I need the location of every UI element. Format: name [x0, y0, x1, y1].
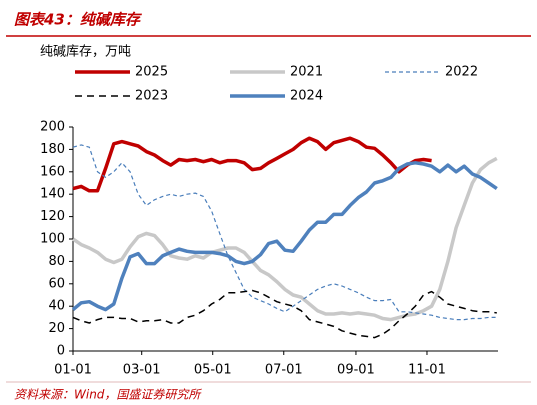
y-tick-label: 180 [40, 142, 65, 157]
y-tick-label: 200 [40, 120, 65, 135]
figure-title: 图表43：纯碱库存 [14, 11, 143, 29]
x-tick-label: 03-01 [123, 363, 161, 378]
series-line [72, 289, 497, 339]
x-tick-label: 09-01 [337, 363, 375, 378]
series-line [71, 161, 498, 312]
series-line [72, 144, 497, 321]
x-tick-label: 11-01 [408, 363, 446, 378]
y-tick-label: 20 [48, 321, 65, 336]
legend-label: 2025 [135, 65, 168, 80]
legend-label: 2022 [445, 65, 478, 80]
x-tick-label: 07-01 [265, 363, 303, 378]
y-tick-label: 80 [48, 254, 65, 269]
y-tick-label: 60 [48, 276, 65, 291]
y-tick-label: 160 [40, 164, 65, 179]
y-tick-label: 0 [57, 344, 65, 359]
y-tick-label: 140 [40, 187, 65, 202]
y-tick-label: 40 [48, 299, 65, 314]
series-line [72, 156, 498, 322]
x-tick-label: 05-01 [194, 363, 232, 378]
legend-label: 2021 [290, 65, 323, 80]
y-axis-label: 纯碱库存，万吨 [40, 44, 131, 60]
y-tick-label: 120 [40, 209, 65, 224]
series-line [72, 136, 432, 193]
legend-label: 2024 [290, 89, 323, 104]
y-tick-label: 100 [40, 232, 65, 247]
source: 资料来源：Wind，国盛证券研究所 [14, 388, 202, 402]
x-tick-label: 01-01 [54, 363, 92, 378]
legend-label: 2023 [135, 89, 168, 104]
